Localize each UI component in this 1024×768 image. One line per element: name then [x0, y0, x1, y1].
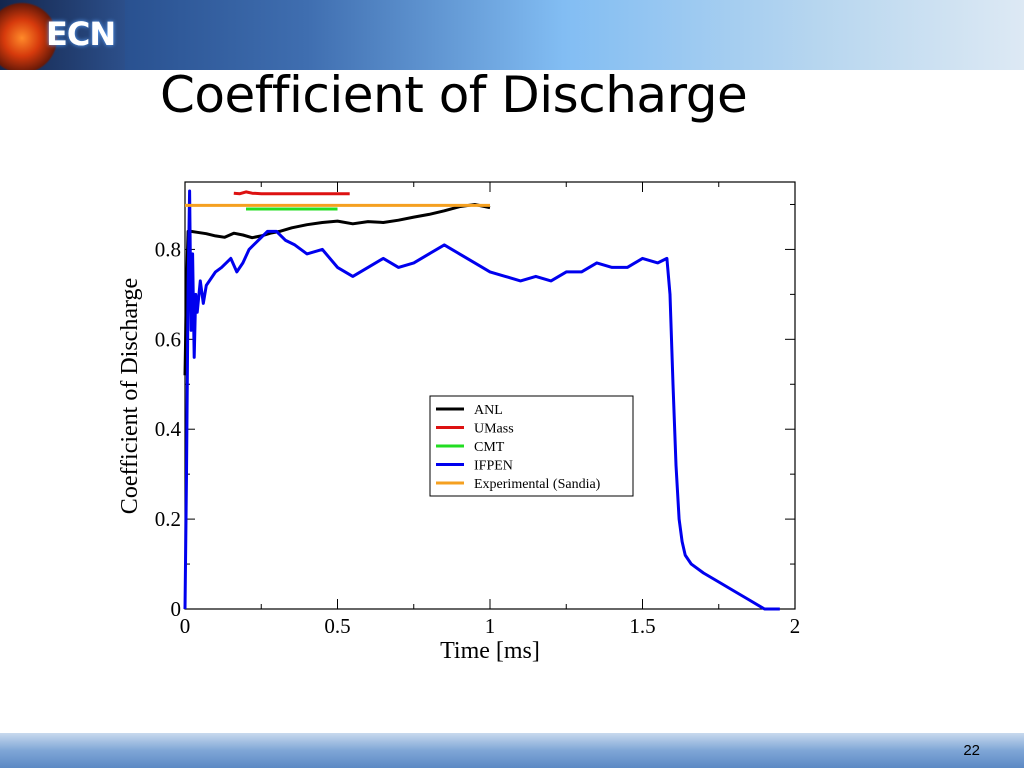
x-tick-label: 0: [180, 614, 191, 638]
y-tick-label: 0.8: [155, 237, 181, 261]
header-banner: ECN: [0, 0, 1024, 70]
x-tick-label: 1: [485, 614, 496, 638]
ecn-logo: ECN: [0, 0, 125, 70]
logo-text: ECN: [46, 15, 116, 53]
discharge-chart: 0 0.5 1 1.5 2 0 0.2 0.4 0.6 0.8 Time [ms] Coeffic…: [117, 181, 801, 664]
legend-label: UMass: [474, 422, 514, 437]
y-tick-label: 0: [171, 597, 182, 621]
series-line-ifpen: [183, 189, 780, 611]
x-axis-label: Time [ms]: [440, 638, 540, 664]
legend-label: Experimental (Sandia): [474, 477, 601, 492]
legend-label: CMT: [474, 440, 505, 455]
y-axis-label: Coefficient of Discharge: [117, 278, 143, 514]
y-tick-label: 0.6: [155, 327, 181, 351]
x-tick-label: 2: [790, 614, 801, 638]
x-tick-label: 0.5: [324, 614, 350, 638]
legend-label: IFPEN: [474, 459, 513, 474]
y-tick-label: 0.4: [155, 417, 182, 441]
slide-title: Coefficient of Discharge: [160, 66, 748, 124]
page-number: 22: [963, 742, 980, 759]
legend-label: ANL: [474, 403, 503, 418]
legend: ANL UMass CMT IFPEN Experimental (Sandia): [429, 395, 634, 497]
y-tick-label: 0.2: [155, 507, 181, 531]
footer-banner: 22: [0, 733, 1024, 768]
x-tick-label: 1.5: [629, 614, 655, 638]
series-line-anl: [183, 203, 491, 376]
series-line-umass: [233, 190, 350, 196]
